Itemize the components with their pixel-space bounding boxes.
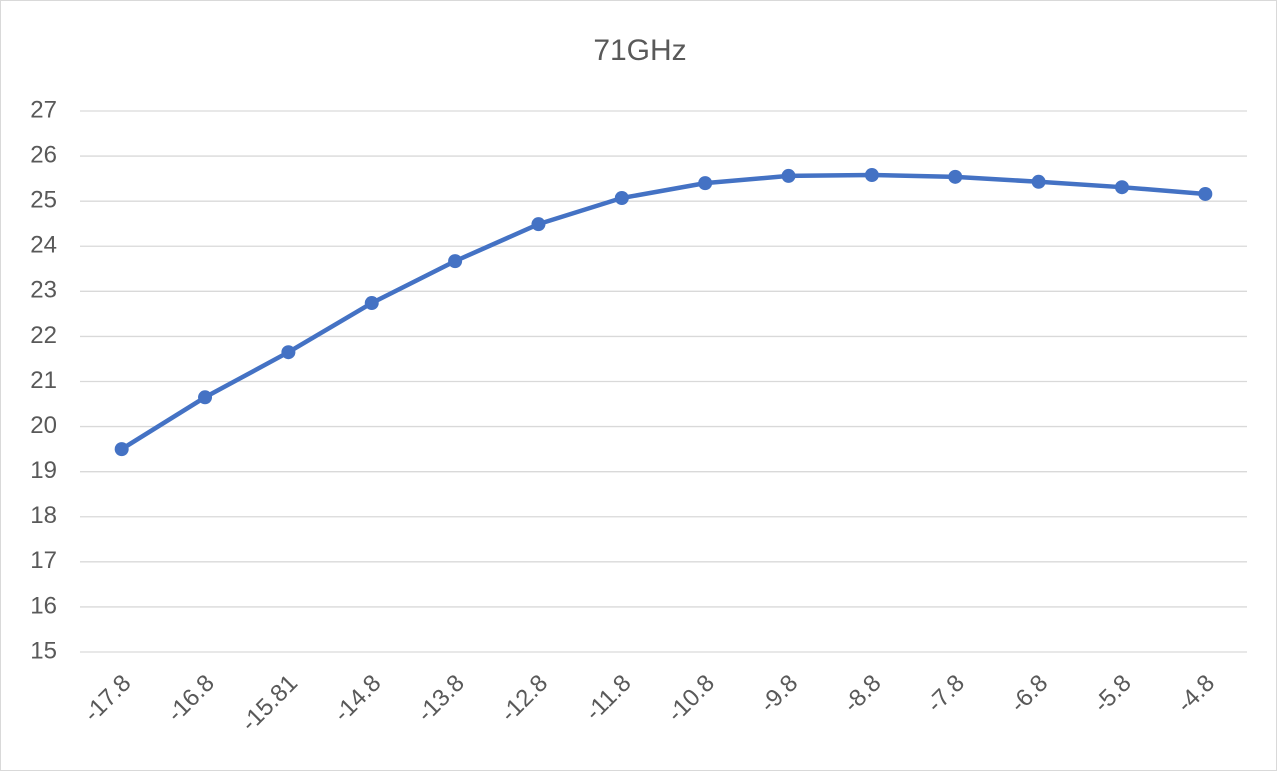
- y-tick-label: 19: [30, 457, 57, 484]
- y-tick-label: 16: [30, 592, 57, 619]
- data-point: [1031, 174, 1046, 189]
- data-point: [1198, 186, 1213, 201]
- data-point: [531, 217, 546, 232]
- y-tick-label: 17: [30, 547, 57, 574]
- data-point: [281, 345, 296, 360]
- data-point: [448, 254, 463, 269]
- y-tick-label: 21: [30, 367, 57, 394]
- data-point: [864, 168, 879, 183]
- y-tick-label: 20: [30, 412, 57, 439]
- y-tick-label: 24: [30, 232, 57, 259]
- y-tick-label: 18: [30, 502, 57, 529]
- series-line: [119, 172, 1208, 452]
- data-point: [364, 296, 379, 311]
- data-point: [1114, 180, 1129, 195]
- data-point: [948, 169, 963, 184]
- y-tick-label: 15: [30, 637, 57, 664]
- data-point: [114, 442, 129, 457]
- y-tick-label: 27: [30, 96, 57, 123]
- chart-title: 71GHz: [593, 34, 686, 67]
- data-point: [781, 168, 796, 183]
- y-tick-label: 26: [30, 141, 57, 168]
- data-point: [614, 191, 629, 206]
- y-tick-label: 25: [30, 187, 57, 214]
- data-point: [198, 390, 213, 405]
- y-tick-label: 22: [30, 322, 57, 349]
- data-point: [698, 176, 713, 191]
- y-tick-label: 23: [30, 277, 57, 304]
